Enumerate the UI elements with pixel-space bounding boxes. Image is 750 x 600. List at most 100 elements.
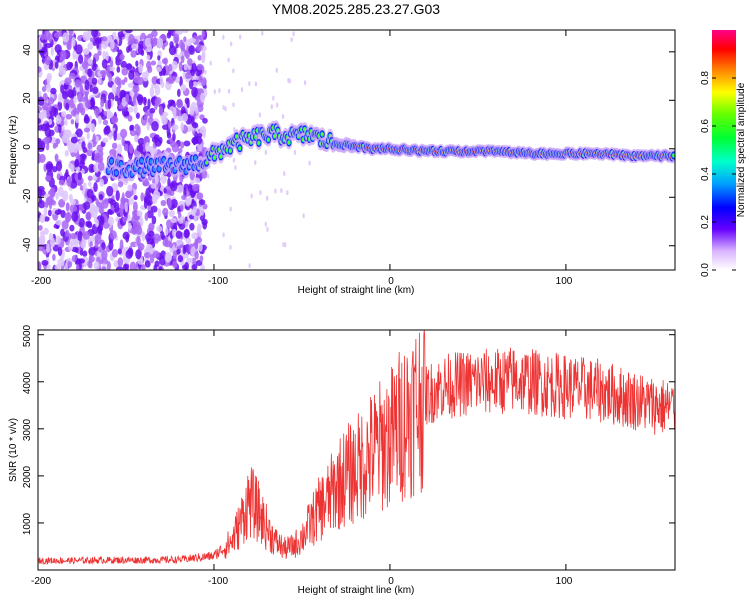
spectral-noise-blob [43,206,48,217]
spectral-noise-blob [38,261,42,270]
spectral-ridge-core [320,132,324,136]
spectral-noise-blob [62,32,70,43]
spectral-noise-blob [85,211,92,221]
spectral-noise-blob [132,201,138,212]
spectral-noise-blob [144,142,150,152]
spectral-noise-blob [89,84,93,93]
spectral-noise-blob [101,266,107,270]
spectral-noise-blob [77,103,81,112]
spectral-noise-blob [91,208,98,219]
spectral-noise-blob [206,173,210,179]
spectral-noise-blob [54,264,61,270]
spectral-noise-blob [258,112,262,118]
spectral-noise-blob [109,230,117,240]
spectral-noise-blob [265,195,269,201]
spectral-noise-blob [75,166,81,172]
spectral-noise-blob [65,102,70,111]
spectral-noise-blob [46,242,50,253]
spectral-noise-blob [72,142,79,154]
spectral-noise-blob [180,122,184,132]
spectral-noise-blob [197,55,202,61]
spectral-noise-blob [168,45,177,56]
p2-xtick-label: 0 [388,576,394,587]
spectral-noise-blob [48,103,52,112]
spectral-noise-blob [270,104,274,110]
spectral-noise-blob [177,254,184,263]
spectral-noise-blob [54,153,59,163]
spectral-noise-blob [43,201,49,209]
p2-ytick-label: 1000 [22,512,33,535]
spectral-noise-blob [142,76,149,82]
spectral-noise-blob [58,67,67,76]
spectral-noise-blob [66,137,71,146]
spectral-noise-blob [170,217,177,224]
spectral-noise-blob [179,39,184,50]
spectral-noise-blob [45,161,54,172]
spectral-noise-blob [192,137,197,146]
spectral-noise-blob [159,255,166,266]
spectral-noise-blob [147,43,152,52]
spectral-noise-blob [73,95,77,104]
colorbar-label: Normalized spectral amplitude [736,82,747,217]
spectral-noise-blob [190,178,195,186]
spectral-noise-blob [163,187,167,194]
spectral-noise-blob [196,192,204,200]
spectral-noise-blob [254,81,258,87]
spectral-noise-blob [144,212,149,222]
p2-ytick-label: 2000 [22,465,33,488]
spectral-noise-blob [87,58,93,65]
spectral-noise-blob [49,187,56,198]
chart-title: YM08.2025.285.23.27.G03 [272,1,440,17]
spectral-noise-blob [184,97,189,105]
spectral-noise-blob [176,108,180,116]
spectral-noise-blob [116,77,122,86]
spectral-noise-blob [65,113,73,120]
spectral-noise-blob [290,37,293,43]
spectral-ridge-core [257,141,261,145]
spectral-noise-blob [86,189,94,199]
spectral-noise-blob [281,114,285,120]
spectral-noise-blob [120,90,127,97]
spectral-noise-blob [198,242,203,252]
spectral-noise-blob [99,69,107,76]
spectral-noise-blob [50,47,54,56]
spectral-noise-blob [147,65,153,74]
spectral-noise-blob [131,215,139,225]
spectral-noise-blob [100,98,105,108]
spectral-noise-blob [57,258,65,267]
spectral-noise-blob [239,34,242,40]
colorbar-gradient [712,30,736,270]
spectral-noise-blob [72,49,76,60]
spectral-noise-blob [122,216,127,223]
spectral-noise-blob [39,230,46,237]
spectral-noise-blob [137,259,144,265]
spectral-noise-blob [259,190,262,196]
spectral-noise-blob [117,143,123,155]
spectral-noise-blob [90,96,95,107]
spectral-noise-blob [196,63,204,71]
spectral-noise-blob [52,253,56,261]
spectral-noise-blob [200,92,206,103]
spectral-noise-blob [142,181,150,187]
spectral-noise-blob [124,201,128,213]
snr-series-line [38,330,675,565]
spectral-noise-blob [107,198,114,204]
spectral-noise-blob [248,81,251,87]
spectral-noise-blob [191,86,198,98]
spectral-noise-blob [61,190,69,202]
spectral-noise-blob [61,90,69,100]
spectral-noise-blob [38,66,42,73]
spectral-noise-blob [288,78,291,84]
p1-xtick-label: -200 [31,276,51,287]
spectral-noise-blob [192,205,197,214]
spectral-noise-blob [151,148,158,155]
spectral-noise-blob [201,78,207,87]
spectral-noise-blob [181,194,187,201]
spectral-noise-blob [75,44,83,55]
spectral-noise-blob [96,38,100,49]
spectral-noise-blob [173,33,180,44]
spectral-noise-blob [121,136,125,147]
spectral-noise-blob [102,50,107,61]
spectral-noise-blob [175,239,184,246]
spectral-noise-blob [54,44,62,53]
